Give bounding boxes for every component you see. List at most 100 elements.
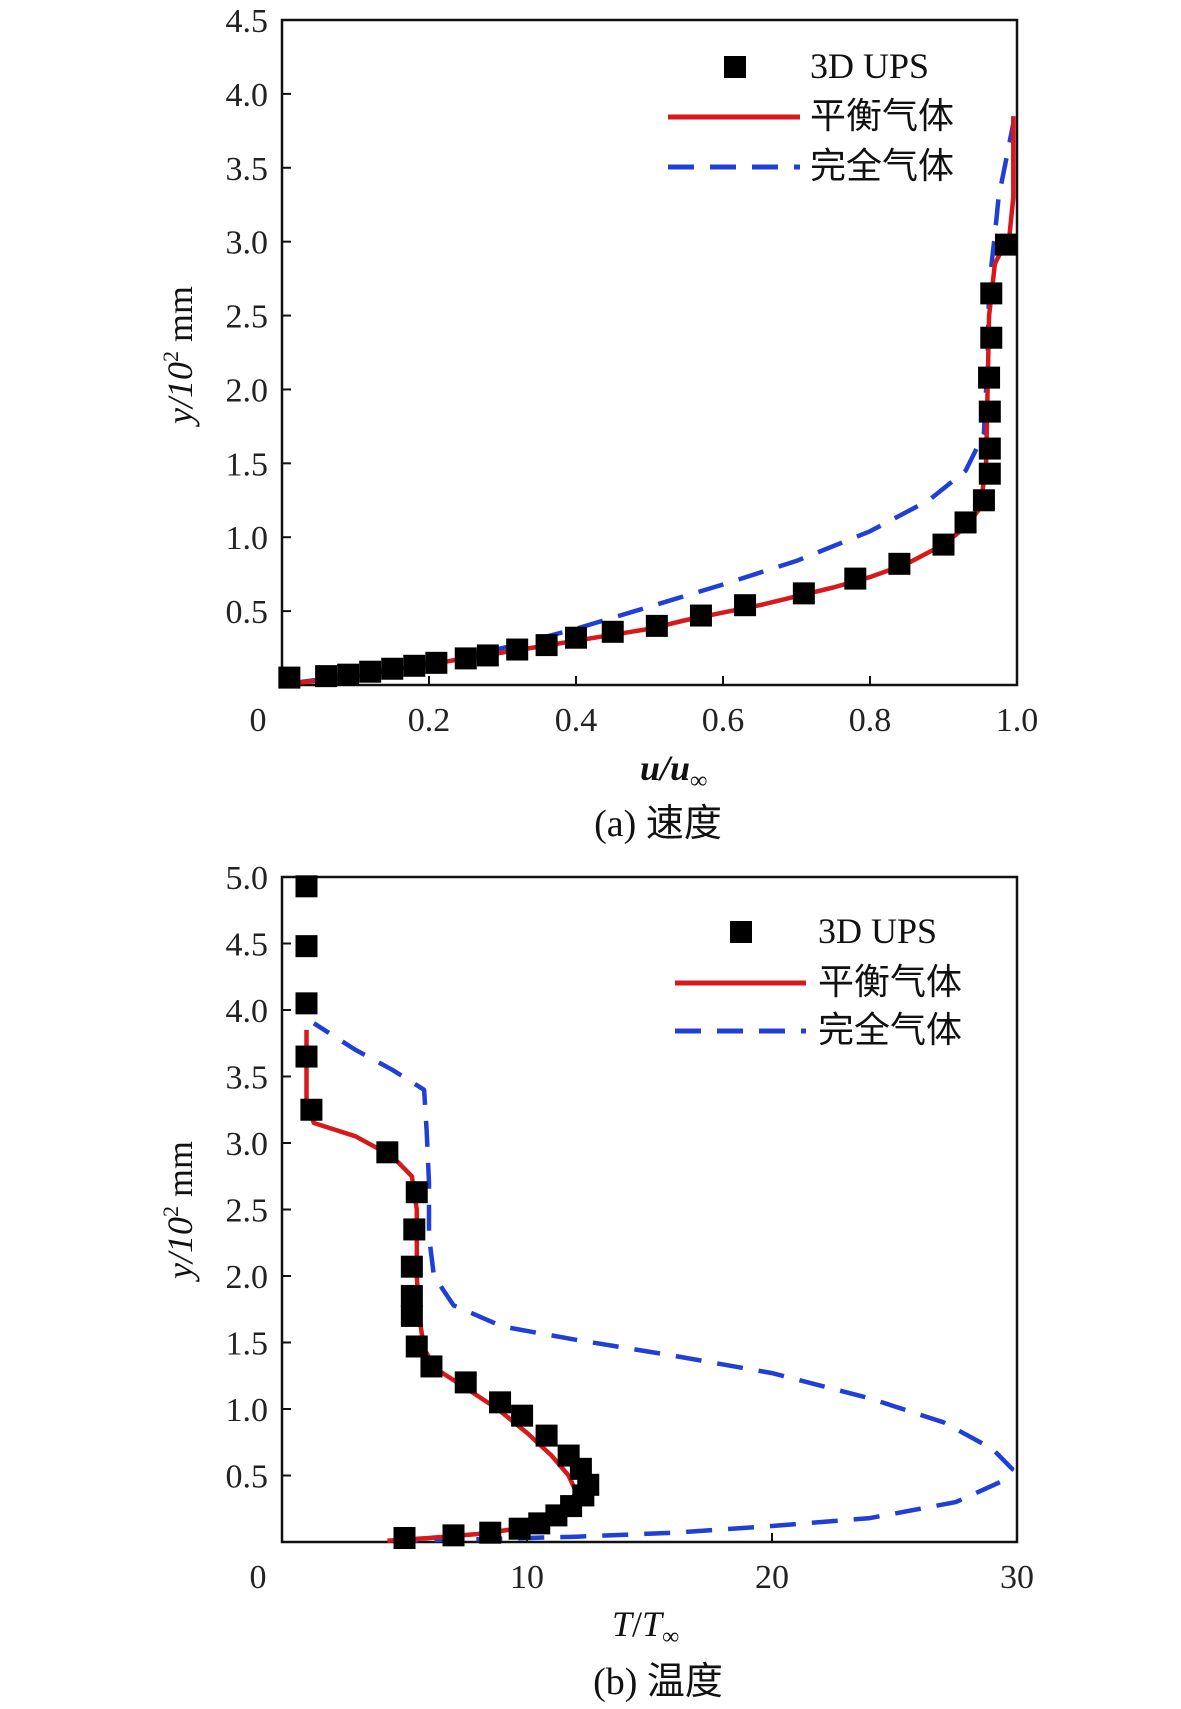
data-point-3d-ups	[442, 1524, 465, 1547]
data-point-3d-ups	[454, 1371, 477, 1394]
data-point-3d-ups	[565, 626, 587, 649]
data-point-3d-ups	[400, 1304, 423, 1327]
data-point-3d-ups	[535, 634, 558, 657]
y-tick-label: 3.0	[226, 1126, 269, 1163]
data-point-3d-ups	[454, 647, 477, 670]
data-point-3d-ups	[689, 604, 712, 627]
y-tick-label: 2.0	[226, 1259, 269, 1296]
legend-b: 3D UPS 平衡气体 完全气体	[675, 911, 962, 1050]
data-point-3d-ups	[511, 1404, 534, 1427]
data-point-3d-ups	[400, 1255, 423, 1278]
y-tick-label: 3.5	[226, 151, 269, 188]
legend-label-equilibrium-a: 平衡气体	[810, 96, 954, 136]
line-perfect-gas	[312, 1021, 1015, 1543]
data-point-3d-ups	[601, 620, 624, 643]
legend-marker-3d-ups-b	[730, 921, 752, 943]
tick-label-origin: 0	[250, 702, 267, 739]
data-point-3d-ups	[295, 992, 318, 1015]
caption-a: (a) 速度	[594, 803, 722, 845]
data-point-3d-ups	[978, 400, 1001, 423]
legend-a: 3D UPS 平衡气体 完全气体	[668, 46, 954, 186]
data-point-3d-ups	[405, 1335, 428, 1358]
data-point-3d-ups	[557, 1444, 580, 1467]
data-point-3d-ups	[405, 1181, 428, 1204]
line-equilibrium-gas	[289, 116, 1016, 686]
x-tick-label: 1.0	[996, 702, 1039, 739]
y-axis-label-b: y/102 mm	[158, 1141, 200, 1282]
data-point-3d-ups	[506, 638, 529, 661]
legend-label-equilibrium-b: 平衡气体	[818, 962, 962, 1002]
y-tick-label: 0.5	[226, 594, 269, 631]
data-point-3d-ups	[403, 654, 426, 677]
data-point-3d-ups	[295, 875, 318, 898]
data-point-3d-ups	[300, 1098, 323, 1121]
y-tick-label: 1.5	[226, 446, 269, 483]
data-point-3d-ups	[978, 437, 1001, 460]
y-tick-label: 3.5	[226, 1060, 269, 1097]
x-tick-label: 0.6	[702, 702, 745, 739]
data-point-3d-ups	[994, 233, 1017, 256]
data-point-3d-ups	[888, 552, 911, 575]
y-tick-label: 4.5	[226, 927, 269, 964]
series-3d-ups-b	[295, 875, 600, 1550]
x-axis-label-a: u/u∞	[640, 748, 707, 794]
data-point-3d-ups	[972, 489, 995, 512]
data-point-3d-ups	[359, 660, 382, 683]
data-point-3d-ups	[954, 511, 977, 534]
series-equilibrium-gas-a	[289, 116, 1016, 686]
axes-ticks-a: 0 0.2 0.4 0.6 0.8 1.0 0.5 1.0 1.5 2.0 2.5 3.0 3.5 4.0…	[226, 3, 1039, 739]
data-point-3d-ups	[403, 1218, 426, 1241]
data-point-3d-ups	[645, 614, 668, 637]
y-tick-label: 4.0	[226, 993, 269, 1030]
data-point-3d-ups	[980, 326, 1003, 349]
data-point-3d-ups	[420, 1355, 443, 1378]
data-point-3d-ups	[978, 462, 1001, 485]
data-point-3d-ups	[978, 366, 1001, 389]
series-perfect-gas-b	[312, 1021, 1015, 1543]
panel-a-velocity: 0 0.2 0.4 0.6 0.8 1.0 0.5 1.0 1.5 2.0 2.5 3.0 3.5 4.0…	[158, 3, 1038, 845]
line-perfect-gas	[289, 122, 1016, 686]
x-tick-label: 10	[510, 1559, 544, 1596]
data-point-3d-ups	[315, 665, 338, 688]
legend-label-3d-ups-b: 3D UPS	[818, 911, 937, 951]
y-tick-label: 5.0	[226, 860, 269, 897]
data-point-3d-ups	[400, 1284, 423, 1307]
series-perfect-gas-a	[289, 122, 1016, 686]
data-point-3d-ups	[295, 1045, 318, 1068]
y-tick-label: 4.5	[226, 3, 269, 40]
y-tick-label: 2.5	[226, 299, 269, 336]
axes-ticks-b: 0 10 20 30 0.5 1.0 1.5 2.0 2.5 3.0 3.5 4.0 4.5 5.0	[226, 860, 1035, 1596]
data-point-3d-ups	[476, 644, 499, 667]
y-tick-label: 1.0	[226, 520, 269, 557]
tick-label-origin: 0	[250, 1559, 267, 1596]
data-point-3d-ups	[278, 666, 301, 689]
data-point-3d-ups	[489, 1391, 512, 1414]
data-point-3d-ups	[376, 1141, 399, 1164]
x-tick-label: 30	[1000, 1559, 1034, 1596]
x-tick-label: 0.4	[555, 702, 598, 739]
y-tick-label: 4.0	[226, 77, 269, 114]
x-axis-label-b: T/T∞	[612, 1604, 679, 1650]
x-tick-label: 0.2	[408, 702, 451, 739]
plot-frame-b	[280, 875, 1019, 1544]
caption-b: (b) 温度	[593, 1661, 723, 1703]
data-point-3d-ups	[535, 1424, 558, 1447]
data-point-3d-ups	[508, 1517, 531, 1540]
y-axis-label-a: y/102 mm	[158, 286, 200, 427]
legend-label-perfect-b: 完全气体	[818, 1010, 962, 1050]
data-point-3d-ups	[932, 533, 955, 556]
data-point-3d-ups	[792, 582, 815, 605]
y-tick-label: 2.0	[226, 372, 269, 409]
legend-label-3d-ups-a: 3D UPS	[810, 46, 929, 86]
series-3d-ups-a	[278, 233, 1017, 689]
panel-b-temperature: 0 10 20 30 0.5 1.0 1.5 2.0 2.5 3.0 3.5 4.0 4.5 5.0 3D…	[158, 860, 1034, 1703]
legend-marker-3d-ups-a	[724, 56, 746, 78]
data-point-3d-ups	[980, 282, 1003, 305]
y-tick-label: 1.5	[226, 1326, 269, 1363]
data-point-3d-ups	[393, 1527, 416, 1550]
data-point-3d-ups	[337, 663, 360, 686]
x-tick-label: 20	[755, 1559, 789, 1596]
y-tick-label: 0.5	[226, 1459, 269, 1496]
y-tick-label: 2.5	[226, 1193, 269, 1230]
